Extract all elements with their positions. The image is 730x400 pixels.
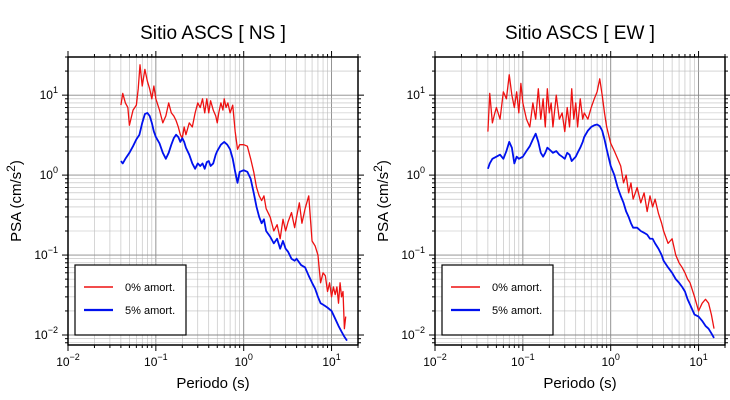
y-axis-label: PSA (cm/s2): [4, 160, 25, 242]
y-tick-label: 101: [40, 85, 58, 102]
y-tick-label: 100: [407, 165, 425, 182]
legend-box: [74, 264, 187, 336]
x-tick-label: 101: [689, 352, 707, 369]
legend-label: 0% amort.: [125, 282, 175, 294]
y-tick-label: 100: [40, 165, 58, 182]
series-line-0pct: [487, 74, 715, 329]
plot-frame: [434, 56, 726, 346]
y-tick-label: 10−1: [34, 245, 58, 262]
y-axis-label: PSA (cm/s2): [371, 160, 392, 242]
x-tick-label: 10−1: [511, 352, 535, 369]
axis-ticks: [429, 51, 730, 351]
chart-panel-2: 10−2 10−1 100 101 10−2 10−1 100 101 Sitio ASCS […: [371, 23, 730, 392]
legend: 0% amort. 5% amort.: [74, 264, 187, 336]
x-axis-label: Periodo (s): [176, 375, 249, 392]
x-tick-label: 101: [322, 352, 340, 369]
legend-label: 5% amort.: [492, 305, 542, 317]
series-line-5pct: [487, 123, 715, 339]
y-tick-label: 10−2: [34, 325, 58, 342]
x-tick-label: 100: [602, 352, 620, 369]
series-line-0pct: [120, 64, 347, 330]
y-tick-label: 10−2: [401, 325, 425, 342]
legend-label: 5% amort.: [125, 305, 175, 317]
y-tick-label: 10−1: [401, 245, 425, 262]
chart-title: Sitio ASCS [ NS ]: [140, 23, 286, 44]
x-tick-label: 10−1: [144, 352, 168, 369]
x-tick-label: 10−2: [56, 352, 80, 369]
plot-frame: [67, 56, 359, 346]
axis-ticks: [62, 51, 364, 351]
y-tick-label: 101: [407, 85, 425, 102]
x-axis-label: Periodo (s): [543, 375, 616, 392]
legend-box: [441, 264, 554, 336]
legend: 0% amort. 5% amort.: [441, 264, 554, 336]
x-tick-label: 100: [235, 352, 253, 369]
chart-title: Sitio ASCS [ EW ]: [505, 23, 655, 44]
chart-panel-1: 10−2 10−1 100 101 10−2 10−1 100 101 Sitio ASCS […: [4, 23, 364, 392]
x-tick-label: 10−2: [423, 352, 447, 369]
legend-label: 0% amort.: [492, 282, 542, 294]
series-line-5pct: [120, 111, 348, 342]
